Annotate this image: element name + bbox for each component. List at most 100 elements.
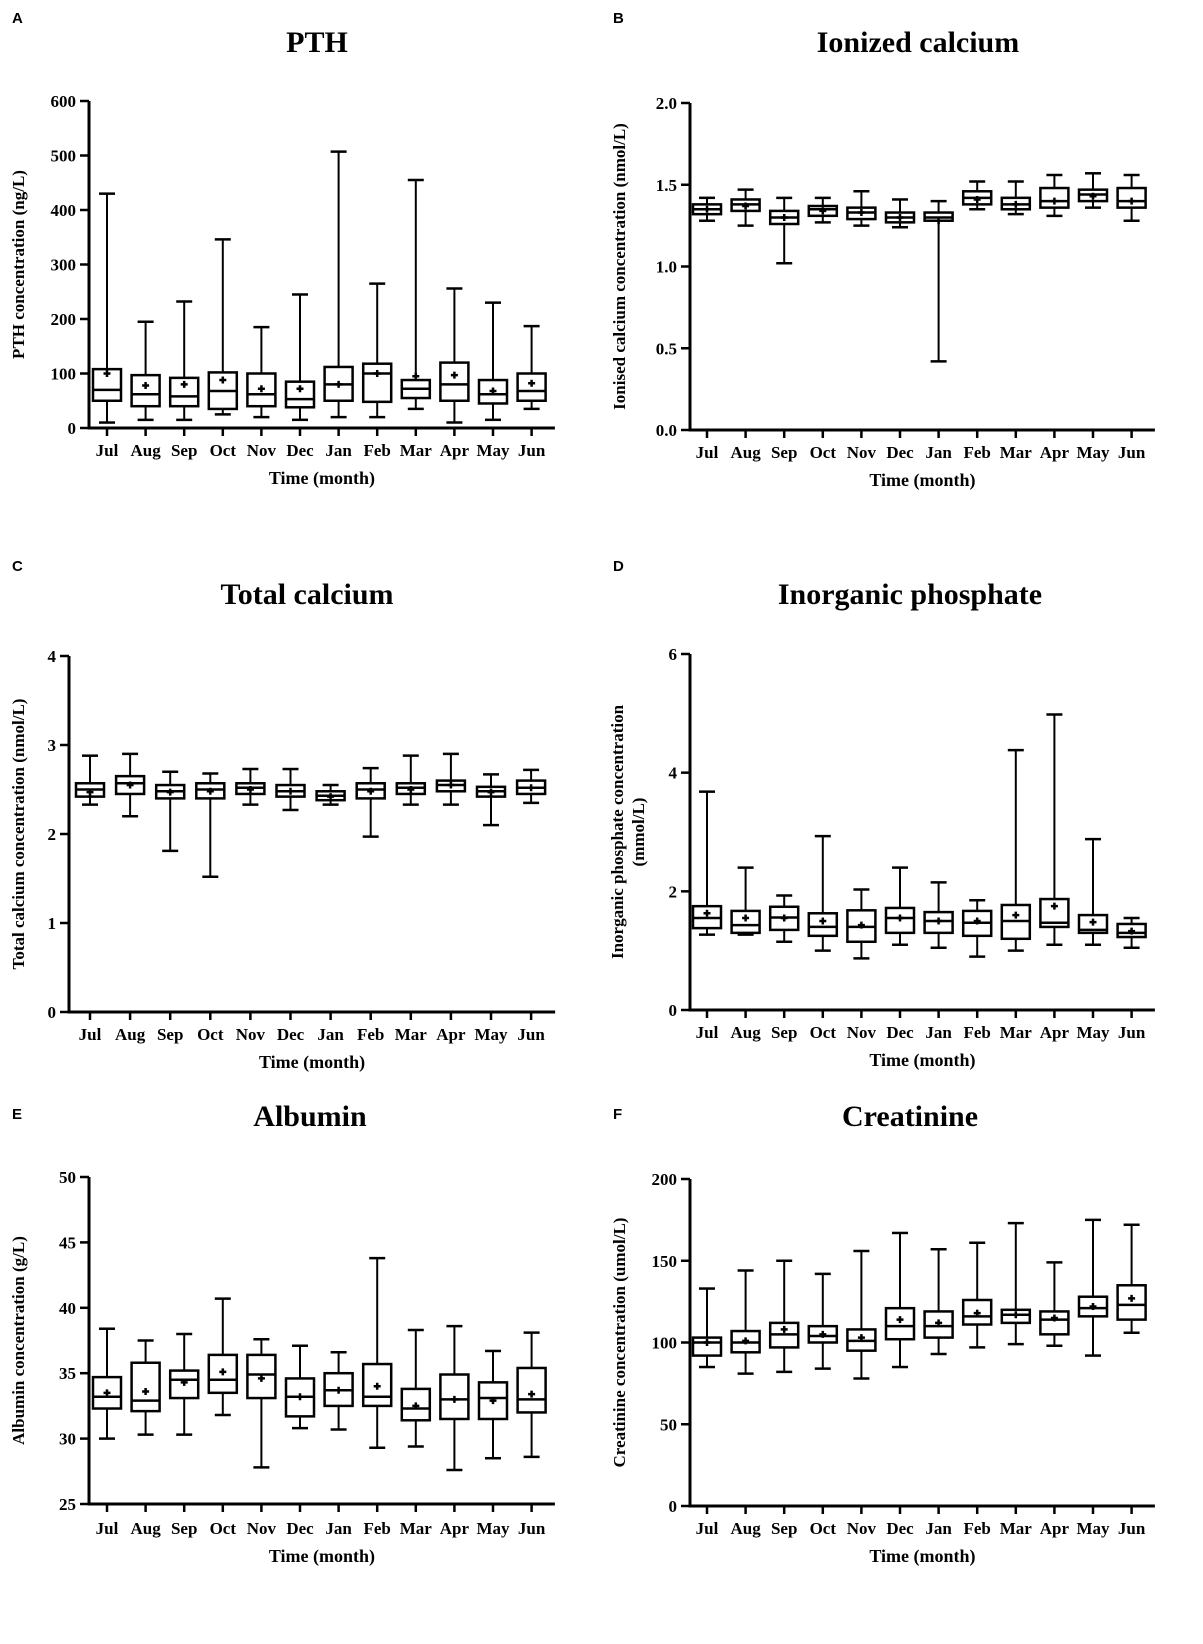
- panel-e: E Albumin 25 30 35 40 45 50 Jul Aug Sep Oct Nov Dec J…: [0, 1096, 601, 1644]
- mean-marker: [703, 205, 711, 213]
- box: [807, 912, 839, 938]
- x-tick-label: Nov: [847, 1519, 877, 1538]
- box: [884, 1306, 916, 1341]
- panel-a: A PTH 0 100 200 300 400 500 600 Jul Aug Sep Oct Nov D…: [0, 0, 601, 548]
- mean-marker: [142, 1388, 150, 1396]
- x-tick-label: Jan: [925, 1023, 952, 1042]
- chart-title: Total calcium: [220, 578, 393, 611]
- box: [730, 909, 761, 935]
- y-tick-label: 0.5: [656, 339, 677, 358]
- chart-title: Creatinine: [842, 1100, 978, 1133]
- x-tick-label: Sep: [157, 1025, 183, 1044]
- mean-marker: [487, 788, 495, 796]
- x-tick-label: Dec: [286, 441, 314, 460]
- x-axis-label: Time (month): [869, 1546, 975, 1567]
- y-tick-label: 45: [59, 1233, 76, 1252]
- x-tick-label: Aug: [115, 1025, 146, 1044]
- y-tick-label: 2.0: [656, 94, 677, 113]
- box: [130, 1361, 161, 1413]
- mean-marker: [703, 1339, 711, 1346]
- y-tick-label: 400: [51, 201, 77, 220]
- mean-marker: [246, 786, 254, 793]
- x-tick-label: Oct: [810, 1519, 837, 1538]
- y-axis-label: Inorganic phosphate concentration (mmol/L…: [608, 704, 648, 959]
- mean-marker: [528, 379, 536, 387]
- mean-marker: [742, 1337, 750, 1345]
- mean-marker: [896, 213, 904, 221]
- x-tick-label: Feb: [964, 443, 991, 462]
- mean-marker: [412, 372, 420, 380]
- y-tick-label: 0: [48, 1003, 57, 1022]
- x-tick-label: Oct: [210, 441, 237, 460]
- x-tick-label: Jun: [517, 1025, 545, 1044]
- x-tick-label: Oct: [810, 443, 837, 462]
- x-tick-label: Jul: [96, 441, 119, 460]
- x-axis-label: Time (month): [869, 470, 975, 491]
- y-axis-label-line: (mmol/L): [629, 798, 648, 867]
- x-tick-label: Mar: [1000, 1519, 1033, 1538]
- x-tick-label: Mar: [1000, 443, 1033, 462]
- mean-marker: [973, 1309, 981, 1317]
- box: [168, 376, 200, 408]
- x-tick-label: Oct: [810, 1023, 837, 1042]
- mean-marker: [367, 787, 375, 795]
- x-tick-label: Dec: [286, 1519, 314, 1538]
- x-tick-label: Jul: [79, 1025, 102, 1044]
- mean-marker: [327, 793, 335, 801]
- chart-title: Inorganic phosphate: [778, 578, 1042, 611]
- mean-marker: [1012, 911, 1020, 919]
- mean-marker: [742, 914, 750, 922]
- box: [516, 1366, 547, 1414]
- x-tick-label: Aug: [730, 1519, 761, 1538]
- mean-marker: [103, 1389, 111, 1397]
- mean-marker: [935, 1319, 943, 1327]
- mean-marker: [935, 217, 943, 225]
- y-tick-label: 150: [652, 1252, 678, 1271]
- mean-marker: [103, 370, 111, 377]
- y-tick-label: 0: [669, 1497, 678, 1516]
- mean-marker: [166, 788, 174, 796]
- y-axis-label-line: Inorganic phosphate concentration: [608, 704, 627, 959]
- x-tick-label: Mar: [395, 1025, 428, 1044]
- y-axis-label: Albumin concentration (g/L): [9, 1236, 28, 1445]
- mean-marker: [819, 207, 827, 215]
- chart-ionized-calcium: Ionized calcium 0.0 0.5 1.0 1.5 2.0 Jul Aug Sep O…: [610, 26, 1155, 491]
- y-tick-label: 300: [51, 256, 77, 275]
- box: [361, 362, 393, 404]
- x-tick-label: Apr: [1040, 443, 1070, 462]
- chart-inorganic-phosphate: Inorganic phosphate 0 2 4 6 Jul Aug Sep Oct Nov De…: [608, 578, 1155, 1071]
- box: [1116, 1284, 1147, 1321]
- panel-letter: B: [613, 10, 624, 27]
- x-tick-label: Nov: [236, 1025, 266, 1044]
- mean-marker: [780, 914, 788, 922]
- mean-marker: [703, 909, 711, 917]
- x-tick-label: Jul: [696, 1519, 719, 1538]
- x-tick-label: Dec: [886, 1023, 914, 1042]
- mean-marker: [857, 921, 865, 929]
- x-tick-label: Nov: [847, 443, 877, 462]
- mean-marker: [296, 1393, 304, 1401]
- mean-marker: [257, 1374, 265, 1382]
- x-tick-label: Aug: [730, 443, 761, 462]
- mean-marker: [180, 380, 188, 388]
- x-tick-label: Jan: [325, 1519, 352, 1538]
- panel-letter: F: [613, 1106, 623, 1123]
- chart-pth: PTH 0 100 200 300 400 500 600 Jul Aug Sep Oct Nov Dec…: [9, 26, 555, 489]
- box: [130, 373, 161, 408]
- y-axis-label: Ionised calcium concentration (nmol/L): [610, 123, 629, 410]
- y-tick-label: 2: [48, 825, 57, 844]
- mean-marker: [1128, 1294, 1136, 1302]
- x-tick-label: Jan: [325, 441, 352, 460]
- mean-marker: [1089, 192, 1097, 200]
- panel-letter: C: [12, 558, 23, 575]
- x-tick-label: Feb: [364, 1519, 391, 1538]
- mean-marker: [1128, 197, 1136, 205]
- x-axis-label: Time (month): [869, 1050, 975, 1071]
- chart-title: Albumin: [253, 1100, 367, 1133]
- x-tick-label: May: [476, 441, 510, 460]
- chart-title: PTH: [286, 26, 348, 59]
- mean-marker: [180, 1378, 188, 1386]
- panel-f: F Creatinine 0 50 100 150 200 Jul Aug Sep Oct Nov D…: [601, 1096, 1202, 1644]
- panel-b: B Ionized calcium 0.0 0.5 1.0 1.5 2.0 Jul Aug Se…: [601, 0, 1202, 548]
- mean-marker: [896, 1316, 904, 1324]
